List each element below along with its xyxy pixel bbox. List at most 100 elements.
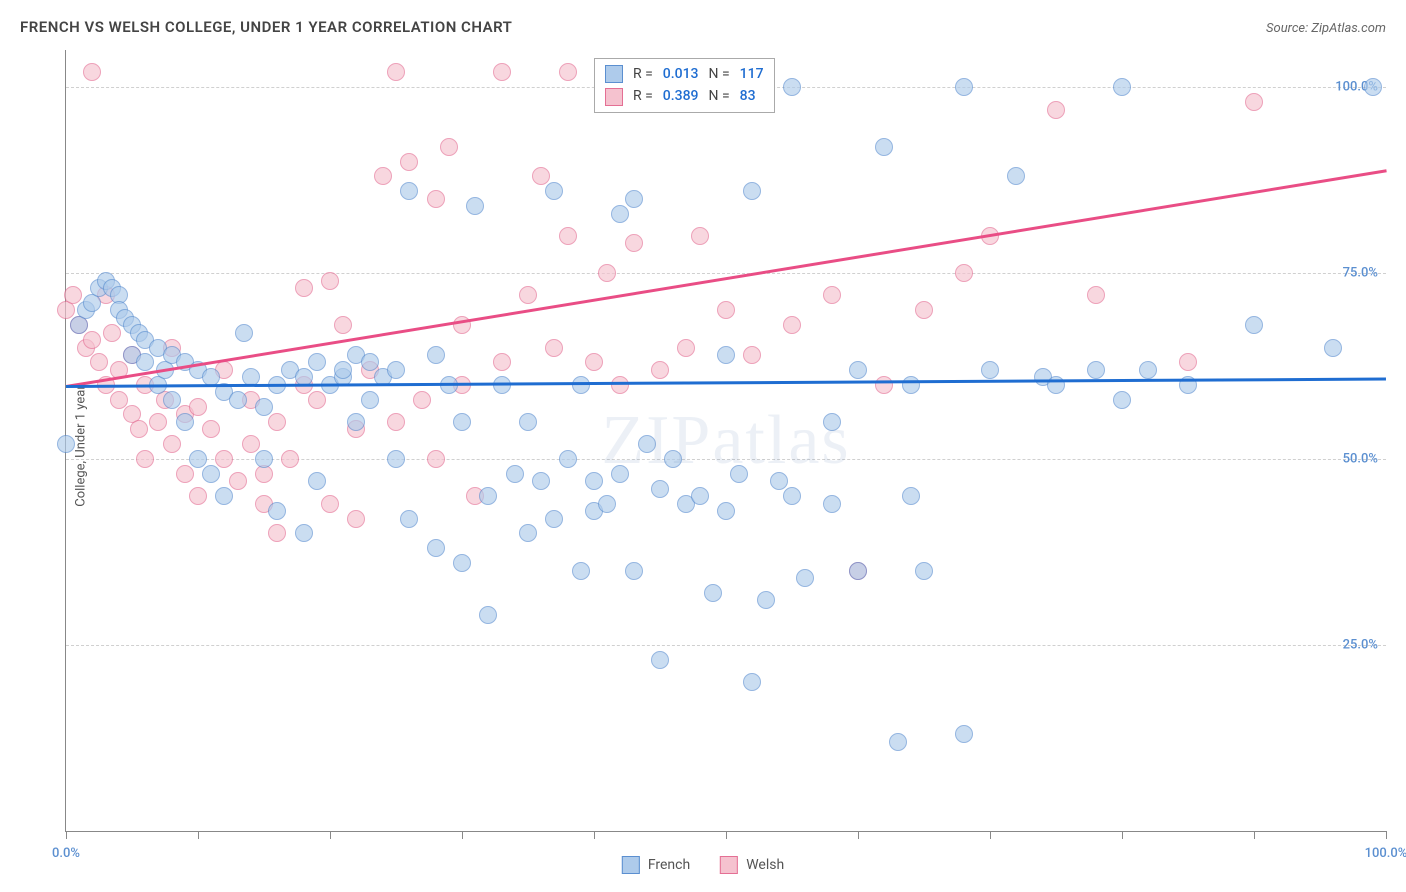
x-tick <box>858 831 859 839</box>
point-welsh <box>103 324 121 342</box>
point-welsh <box>189 487 207 505</box>
point-french <box>1087 361 1105 379</box>
point-french <box>387 361 405 379</box>
point-french <box>796 569 814 587</box>
point-welsh <box>545 339 563 357</box>
x-tick <box>198 831 199 839</box>
point-french <box>255 398 273 416</box>
point-french <box>955 725 973 743</box>
point-french <box>611 205 629 223</box>
x-tick-label: 100.0% <box>1365 846 1406 861</box>
swatch-welsh <box>605 88 623 106</box>
point-welsh <box>242 435 260 453</box>
point-french <box>770 472 788 490</box>
point-french <box>57 435 75 453</box>
point-french <box>308 472 326 490</box>
point-french <box>453 554 471 572</box>
point-french <box>1113 391 1131 409</box>
point-french <box>783 487 801 505</box>
point-welsh <box>176 465 194 483</box>
stat-n-french: 117 <box>740 63 764 85</box>
point-french <box>915 562 933 580</box>
point-welsh <box>347 510 365 528</box>
point-welsh <box>1087 286 1105 304</box>
point-french <box>361 391 379 409</box>
point-welsh <box>136 450 154 468</box>
point-french <box>215 487 233 505</box>
point-french <box>743 673 761 691</box>
y-tick-label: 25.0% <box>1343 638 1378 653</box>
point-welsh <box>783 316 801 334</box>
point-welsh <box>823 286 841 304</box>
point-welsh <box>1245 93 1263 111</box>
point-welsh <box>743 346 761 364</box>
gridline <box>66 645 1386 646</box>
x-tick <box>1254 831 1255 839</box>
point-french <box>730 465 748 483</box>
point-welsh <box>130 420 148 438</box>
point-welsh <box>559 227 577 245</box>
point-welsh <box>321 495 339 513</box>
point-welsh <box>585 353 603 371</box>
swatch-welsh <box>720 856 738 874</box>
point-welsh <box>110 391 128 409</box>
point-french <box>545 510 563 528</box>
point-french <box>902 487 920 505</box>
point-welsh <box>691 227 709 245</box>
point-french <box>889 733 907 751</box>
stat-r-french: 0.013 <box>663 63 699 85</box>
point-french <box>479 606 497 624</box>
point-welsh <box>334 316 352 334</box>
point-welsh <box>229 472 247 490</box>
point-french <box>163 391 181 409</box>
point-french <box>849 562 867 580</box>
point-french <box>717 502 735 520</box>
point-french <box>1113 78 1131 96</box>
point-french <box>638 435 656 453</box>
point-french <box>823 495 841 513</box>
stat-r-welsh: 0.389 <box>663 85 699 107</box>
point-welsh <box>717 301 735 319</box>
point-french <box>532 472 550 490</box>
point-welsh <box>413 391 431 409</box>
point-french <box>387 450 405 468</box>
point-french <box>176 413 194 431</box>
point-french <box>347 413 365 431</box>
point-french <box>572 376 590 394</box>
point-french <box>136 353 154 371</box>
point-welsh <box>532 167 550 185</box>
point-french <box>823 413 841 431</box>
point-welsh <box>440 138 458 156</box>
stat-n-welsh: 83 <box>740 85 756 107</box>
point-welsh <box>308 391 326 409</box>
point-welsh <box>677 339 695 357</box>
point-welsh <box>493 63 511 81</box>
point-welsh <box>427 190 445 208</box>
point-welsh <box>83 63 101 81</box>
stat-label: N = <box>709 63 730 85</box>
point-welsh <box>215 450 233 468</box>
point-welsh <box>189 398 207 416</box>
point-french <box>717 346 735 364</box>
point-french <box>691 487 709 505</box>
stat-row-welsh: R = 0.389 N = 83 <box>605 85 764 107</box>
x-tick <box>1386 831 1387 839</box>
stat-label: R = <box>633 85 653 107</box>
point-french <box>229 391 247 409</box>
x-tick <box>1122 831 1123 839</box>
point-welsh <box>163 435 181 453</box>
x-tick-label: 0.0% <box>52 846 80 861</box>
point-welsh <box>493 353 511 371</box>
point-french <box>235 324 253 342</box>
point-french <box>625 562 643 580</box>
point-french <box>453 413 471 431</box>
point-french <box>598 495 616 513</box>
point-french <box>1245 316 1263 334</box>
chart-title: FRENCH VS WELSH COLLEGE, UNDER 1 YEAR CO… <box>20 18 512 36</box>
stat-label: N = <box>709 85 730 107</box>
point-french <box>466 197 484 215</box>
point-welsh <box>281 450 299 468</box>
point-french <box>334 361 352 379</box>
point-french <box>268 502 286 520</box>
point-french <box>783 78 801 96</box>
